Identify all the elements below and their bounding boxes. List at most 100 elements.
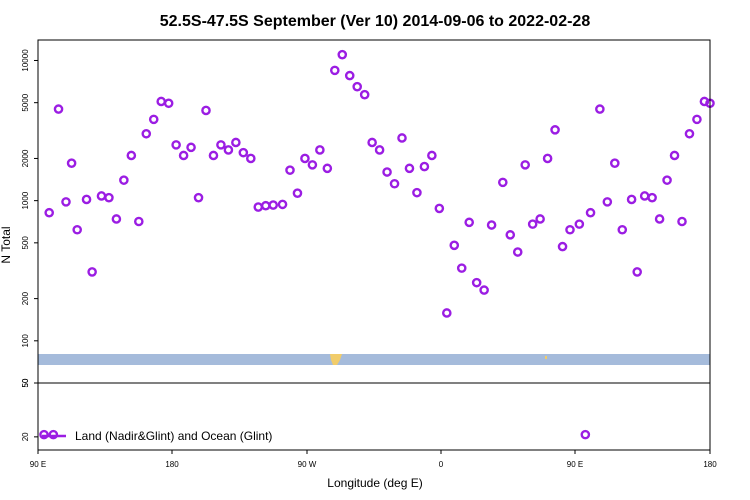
y-tick-label-top: 5000 — [21, 93, 30, 111]
data-point — [441, 308, 452, 318]
data-point — [486, 220, 497, 230]
y-tick-label-top: 50 — [21, 378, 30, 387]
y-tick-label-bottom: 50 — [21, 378, 30, 387]
data-point — [307, 160, 318, 170]
data-point — [434, 203, 445, 214]
data-point — [104, 192, 114, 203]
data-point — [456, 263, 467, 273]
data-point — [201, 105, 211, 116]
data-point — [542, 153, 553, 164]
data-point — [231, 137, 241, 148]
legend: Land (Nadir&Glint) and Ocean (Glint) — [42, 429, 272, 443]
x-tick-label: 90 E — [30, 460, 46, 469]
data-point — [626, 194, 637, 205]
data-point — [427, 150, 437, 161]
data-point — [647, 192, 657, 203]
data-point — [412, 187, 422, 198]
data-point — [527, 219, 538, 229]
data-point — [344, 70, 355, 81]
data-point — [61, 197, 71, 207]
data-point — [595, 104, 605, 114]
data-point — [178, 150, 189, 161]
data-point — [677, 216, 687, 227]
data-point — [669, 150, 680, 161]
data-point — [602, 197, 613, 207]
data-point — [617, 224, 628, 235]
data-point — [449, 240, 460, 251]
y-tick-label-top: 1000 — [21, 191, 30, 209]
data-point — [692, 114, 702, 125]
data-point — [505, 230, 516, 240]
y-tick-label-top: 200 — [21, 291, 30, 305]
plot-frame-bottom — [37, 382, 711, 451]
data-point — [479, 285, 489, 295]
data-point — [126, 150, 137, 161]
data-point — [268, 200, 279, 210]
x-axis-label: Longitude (deg E) — [327, 476, 422, 490]
data-point — [277, 199, 288, 210]
data-point — [193, 192, 204, 203]
x-tick-label: 0 — [439, 460, 444, 469]
bottom-data-point — [48, 429, 59, 440]
chart-title: 52.5S-47.5S September (Ver 10) 2014-09-0… — [160, 13, 591, 30]
y-tick-label-top: 2000 — [21, 149, 30, 167]
data-point — [497, 177, 508, 188]
data-point — [292, 188, 303, 199]
data-point — [352, 81, 363, 92]
data-point — [337, 49, 348, 60]
y-tick-label-top: 10000 — [21, 49, 30, 72]
ocean-strip — [38, 354, 710, 365]
data-point — [389, 178, 400, 189]
data-point — [315, 145, 325, 155]
data-point — [216, 140, 226, 150]
data-point — [565, 224, 575, 235]
data-point — [44, 207, 55, 218]
data-point — [148, 114, 159, 125]
data-point — [367, 137, 377, 148]
data-point — [359, 89, 370, 100]
data-point — [238, 147, 249, 158]
data-point — [141, 128, 152, 139]
data-point — [404, 163, 415, 174]
data-point — [96, 191, 107, 201]
data-point — [574, 219, 585, 229]
data-point — [87, 267, 97, 277]
axis-ticks: 90 E 180 90 W 0 90 E 180 10000 5000 2000 1000 500 2… — [21, 49, 717, 469]
y-tick-label-bottom: 20 — [21, 432, 30, 441]
data-point — [53, 104, 64, 114]
data-point — [66, 158, 77, 168]
data-point — [253, 202, 264, 212]
data-point — [520, 160, 531, 170]
land-patch — [330, 354, 342, 365]
data-points — [44, 49, 715, 318]
bottom-data-point — [580, 429, 591, 440]
x-tick-label: 180 — [703, 460, 717, 469]
y-tick-label-top: 100 — [21, 334, 30, 348]
data-point — [171, 140, 181, 150]
data-point — [322, 163, 333, 174]
x-tick-label: 90 E — [567, 460, 583, 469]
data-point — [654, 214, 665, 224]
land-patch-small — [545, 356, 547, 359]
data-point — [133, 216, 144, 227]
data-point — [163, 98, 174, 109]
data-point — [119, 175, 129, 185]
x-tick-label: 180 — [165, 460, 179, 469]
data-point — [557, 241, 568, 252]
data-point — [208, 150, 219, 161]
data-point — [300, 153, 310, 164]
data-point — [81, 194, 92, 205]
land-strip — [38, 354, 710, 365]
data-point — [374, 145, 385, 155]
data-point — [639, 191, 650, 201]
data-point — [382, 167, 392, 177]
data-point — [464, 217, 475, 228]
data-point — [156, 96, 166, 107]
data-point — [610, 158, 620, 168]
data-point — [245, 153, 256, 164]
data-point — [535, 214, 545, 224]
data-point — [260, 200, 271, 211]
bottom-panel-points — [39, 429, 591, 440]
data-point — [111, 214, 122, 224]
